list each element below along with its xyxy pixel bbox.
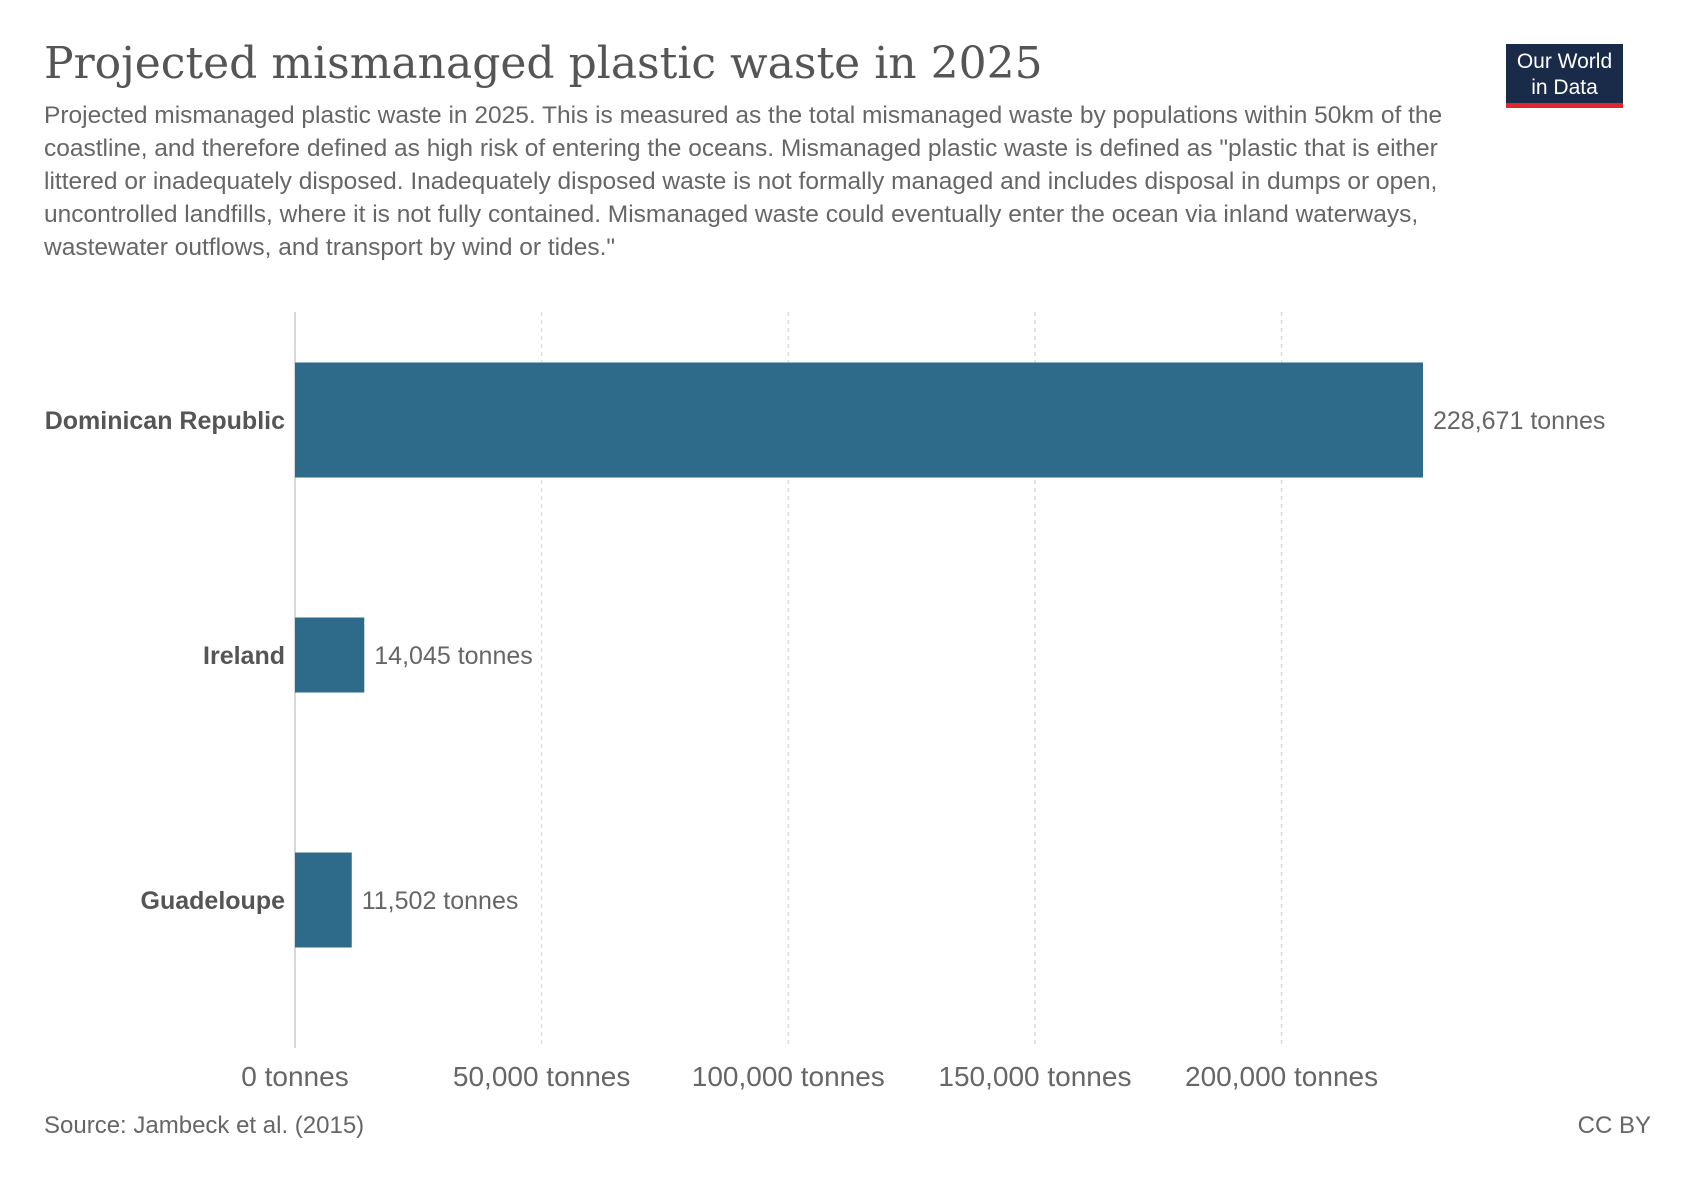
- x-tick-label: 100,000 tonnes: [692, 1061, 885, 1092]
- chart-subtitle: Projected mismanaged plastic waste in 20…: [44, 102, 1443, 261]
- bars: [295, 362, 1423, 948]
- x-tick-label: 0 tonnes: [241, 1061, 348, 1092]
- owid-logo[interactable]: Our World in Data: [1506, 44, 1623, 108]
- x-tick-label: 200,000 tonnes: [1185, 1061, 1378, 1092]
- x-tick-label: 50,000 tonnes: [453, 1061, 631, 1092]
- value-label: 11,502 tonnes: [362, 887, 519, 915]
- source-note: Source: Jambeck et al. (2015): [44, 1112, 365, 1139]
- value-label: 228,671 tonnes: [1433, 407, 1605, 435]
- bar[interactable]: [295, 617, 365, 693]
- logo-line-2: in Data: [1531, 76, 1598, 99]
- bar[interactable]: [295, 852, 352, 948]
- chart-title: Projected mismanaged plastic waste in 20…: [44, 38, 1043, 89]
- x-tick-label: 150,000 tonnes: [938, 1061, 1131, 1092]
- bar-chart: Dominican Republic 228,671 tonnes Ireland 1…: [45, 312, 1606, 1092]
- value-label: 14,045 tonnes: [374, 642, 532, 670]
- category-label: Dominican Republic: [45, 407, 285, 435]
- category-label: Ireland: [203, 642, 285, 670]
- category-label: Guadeloupe: [141, 887, 286, 915]
- logo-line-1: Our World: [1516, 50, 1613, 73]
- bar[interactable]: [295, 362, 1423, 478]
- license-link[interactable]: CC BY: [1577, 1112, 1651, 1139]
- x-axis-ticks: 0 tonnes 50,000 tonnes 100,000 tonnes 150,0…: [241, 1061, 1378, 1092]
- bar-labels: Dominican Republic 228,671 tonnes Ireland 1…: [45, 407, 1606, 915]
